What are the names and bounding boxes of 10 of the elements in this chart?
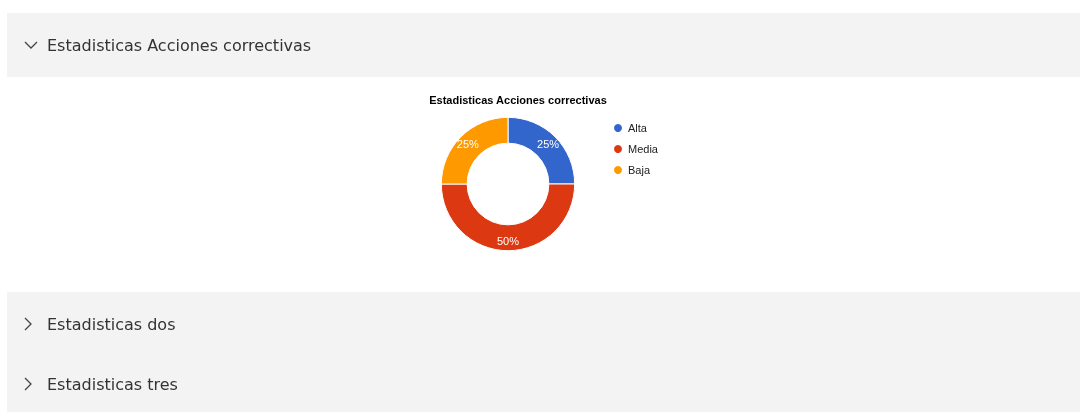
legend-label: Baja	[628, 164, 651, 176]
legend-label: Alta	[628, 122, 648, 134]
text: Estadisticas Acciones correctivas	[47, 35, 312, 55]
data-label: 25%	[456, 137, 480, 150]
chart-title: Estadisticas Acciones correctivas	[429, 93, 607, 106]
text: Estadisticas dos	[47, 314, 176, 333]
data-label: 25%	[537, 137, 560, 150]
text: Estadisticas tres	[47, 374, 178, 393]
legend-label: Media	[628, 143, 659, 155]
data-label: 50%	[496, 234, 520, 247]
